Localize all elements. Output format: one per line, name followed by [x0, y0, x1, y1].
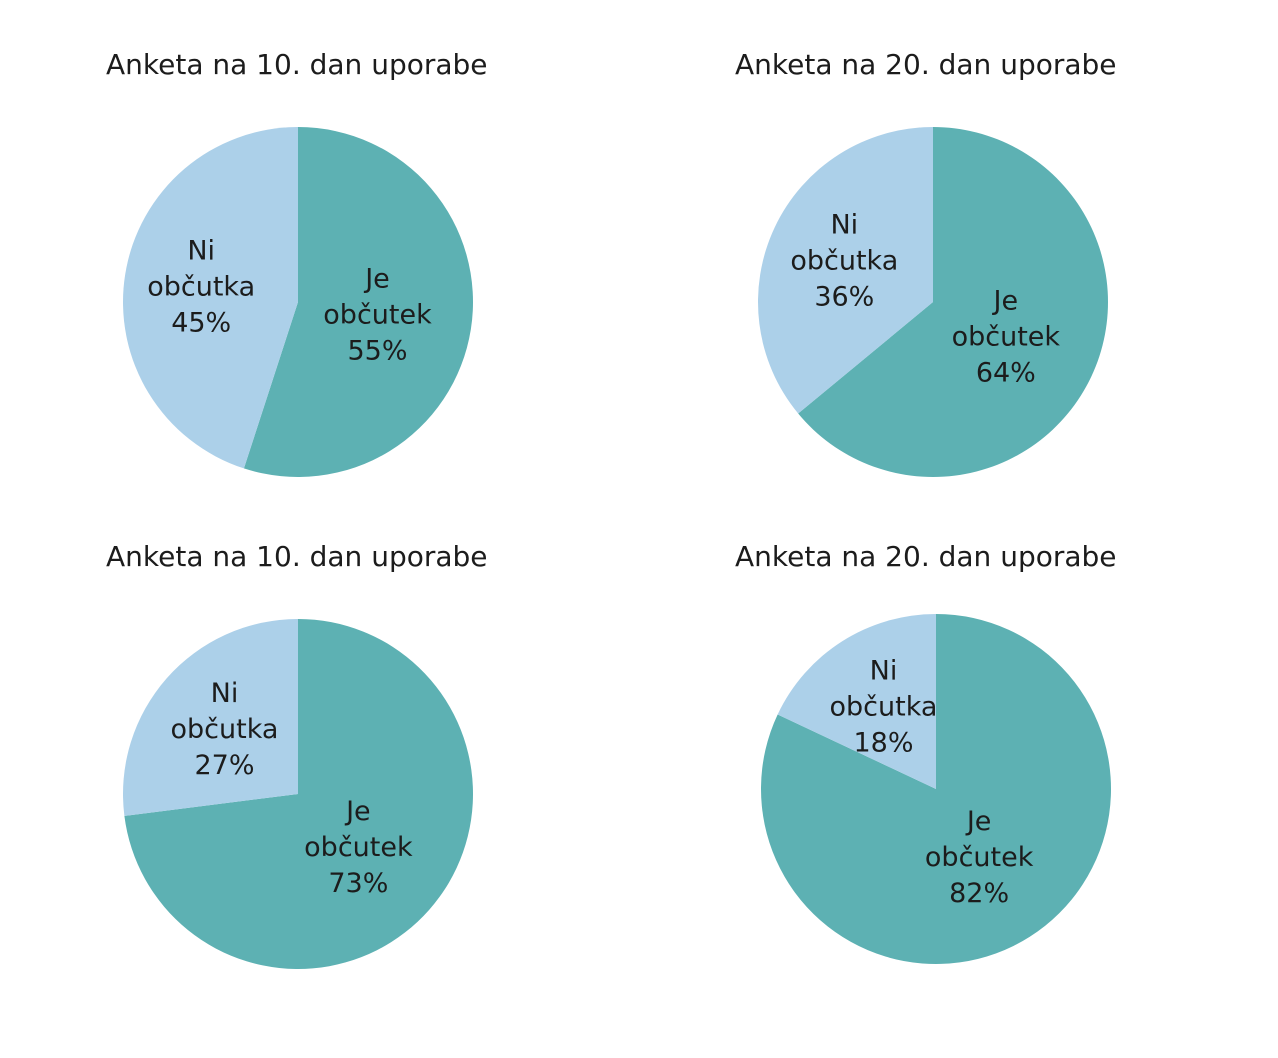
pie-slice-ni-obcutka [758, 127, 933, 414]
pie-chart: Je občutek 64% Ni občutka 36% [758, 127, 1108, 478]
slice-label-line: 64% [976, 357, 1036, 388]
slice-label-je-obcutek: Je občutek 55% [323, 264, 432, 367]
pie-panel-3: Anketa na 10. dan uporabe Je občutek 73% Ni… [0, 492, 620, 982]
pie-slice-je-obcutek [124, 619, 473, 969]
slice-label-line: 73% [328, 868, 388, 899]
slice-label-line: občutek [925, 842, 1034, 873]
slice-label-je-obcutek: Je občutek 73% [304, 796, 413, 899]
slice-label-je-obcutek: Je občutek 82% [925, 806, 1034, 909]
pie-slice-ni-obcutka [777, 614, 936, 789]
slice-label-ni-obcutka: Ni občutka 27% [171, 678, 279, 781]
pie-slice-ni-obcutka [123, 127, 298, 469]
chart-title: Anketa na 10. dan uporabe [106, 540, 488, 573]
pie-chart: Je občutek 55% Ni občutka 45% [123, 127, 473, 477]
slice-label-line: Je [344, 796, 371, 827]
slice-label-ni-obcutka: Ni občutka 45% [147, 236, 255, 339]
slice-label-line: občutek [323, 300, 432, 331]
chart-title: Anketa na 20. dan uporabe [735, 540, 1117, 573]
slice-label-line: Ni [830, 209, 858, 240]
slice-label-line: 36% [814, 281, 874, 312]
slice-label-line: občutka [830, 691, 938, 722]
slice-label-line: občutek [952, 321, 1061, 352]
pie-panel-2: Anketa na 20. dan uporabe Je občutek 64% Ni… [620, 0, 1240, 490]
slice-label-line: Je [363, 264, 390, 295]
slice-label-ni-obcutka: Ni občutka 18% [830, 655, 938, 758]
chart-title: Anketa na 10. dan uporabe [106, 48, 488, 81]
slice-label-line: Ni [870, 655, 898, 686]
pie-chart: Je občutek 73% Ni občutka 27% [122, 619, 473, 969]
slice-label-line: Ni [187, 236, 215, 267]
slice-label-line: 55% [348, 336, 408, 367]
slice-label-line: Ni [211, 678, 239, 709]
slice-label-ni-obcutka: Ni občutka 36% [790, 209, 898, 312]
pie-panel-4: Anketa na 20. dan uporabe Je občutek 82% Ni… [620, 492, 1240, 982]
chart-title: Anketa na 20. dan uporabe [735, 48, 1117, 81]
slice-label-line: občutka [147, 272, 255, 303]
pie-slice-je-obcutek [243, 127, 473, 477]
pie-panel-1: Anketa na 10. dan uporabe Je občutek 55% Ni… [0, 0, 620, 490]
slice-label-je-obcutek: Je občutek 64% [952, 285, 1061, 388]
slice-label-line: 18% [853, 727, 913, 758]
pie-slice-ni-obcutka [122, 619, 298, 816]
slice-label-line: 82% [949, 878, 1009, 909]
slice-label-line: Je [992, 285, 1019, 316]
slice-label-line: 45% [171, 308, 231, 339]
slice-label-line: 27% [194, 750, 254, 781]
pie-chart: Je občutek 82% Ni občutka 18% [761, 614, 1111, 964]
slice-label-line: Je [965, 806, 992, 837]
slice-label-line: občutka [790, 245, 898, 276]
slice-label-line: občutka [171, 714, 279, 745]
pie-slice-je-obcutek [798, 127, 1108, 478]
slice-label-line: občutek [304, 832, 413, 863]
